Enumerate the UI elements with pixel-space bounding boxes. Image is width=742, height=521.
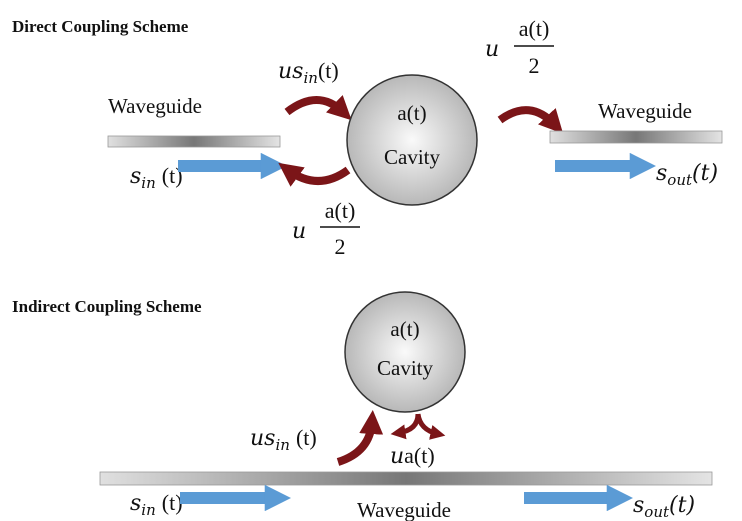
waveguide xyxy=(107,135,281,148)
coupling-arrow xyxy=(415,413,446,440)
waveguide-label: Waveguide xyxy=(108,94,202,118)
coupling-in: usin(t) xyxy=(278,58,339,87)
coupling-arrow xyxy=(336,410,384,466)
waveguide xyxy=(549,130,723,144)
coupling-out: ua(t) xyxy=(390,443,435,469)
output-signal: sout(t) xyxy=(633,493,695,521)
input-signal: sin (t) xyxy=(130,163,183,192)
cavity-mode: a(t) xyxy=(390,317,419,341)
coupling-out-denominator: 2 xyxy=(529,53,540,78)
coupling-out-numerator: a(t) xyxy=(519,16,550,41)
coupling-back-factor: u xyxy=(292,219,306,244)
coupling-back-denominator: 2 xyxy=(335,234,346,259)
coupling-arrow xyxy=(284,95,352,121)
cavity xyxy=(344,291,466,413)
cavity-label: Cavity xyxy=(377,356,433,380)
input-signal: sin (t) xyxy=(130,490,183,519)
coupling-arrow xyxy=(497,106,564,134)
waveguide-label: Waveguide xyxy=(598,99,692,123)
cavity-label: Cavity xyxy=(384,145,440,169)
section-title: Direct Coupling Scheme xyxy=(12,17,189,36)
cavity xyxy=(346,74,478,206)
output-signal: sout(t) xyxy=(656,161,718,189)
cavity-mode: a(t) xyxy=(397,101,426,125)
section-title: Indirect Coupling Scheme xyxy=(12,297,202,316)
waveguide-label: Waveguide xyxy=(357,498,451,521)
coupling-back-numerator: a(t) xyxy=(325,198,356,223)
coupling-arrow xyxy=(390,413,421,440)
coupling-out-factor: u xyxy=(485,37,499,62)
coupling-arrow xyxy=(278,162,351,187)
coupling-in: usin(t) xyxy=(250,425,317,454)
waveguide xyxy=(99,471,713,486)
